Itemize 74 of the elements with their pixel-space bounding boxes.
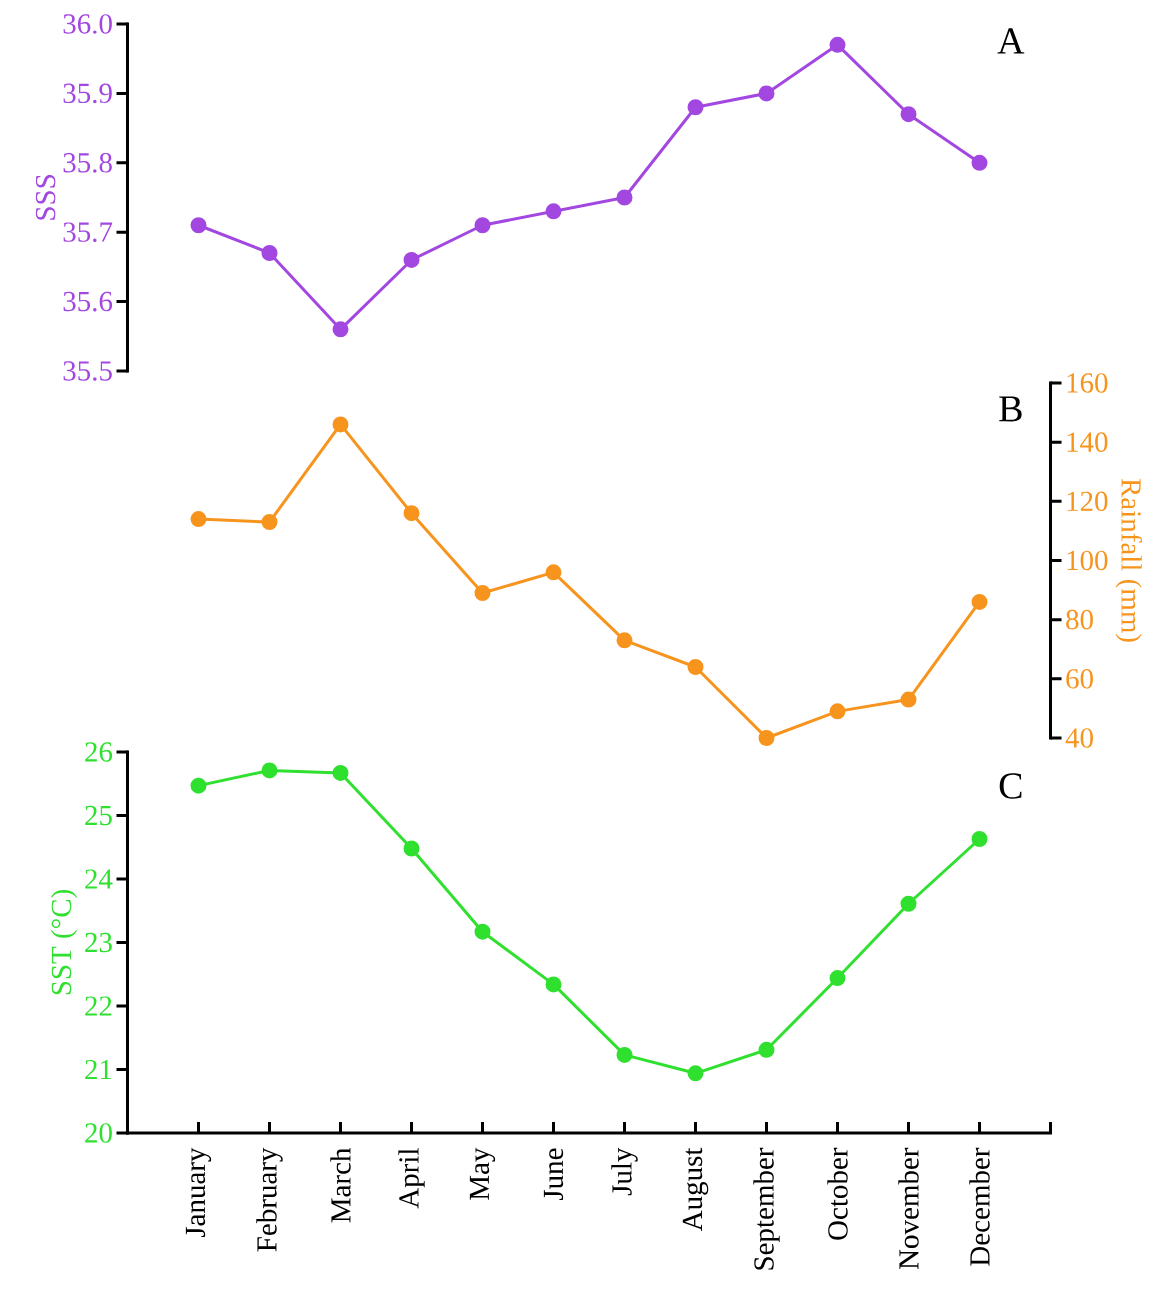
x-tick-label: February <box>256 1147 283 1252</box>
point <box>829 970 846 987</box>
y-tick-label: 80 <box>1066 609 1094 630</box>
x-tick-label: November <box>898 1147 919 1270</box>
y-tick-label: 23 <box>85 932 113 953</box>
point <box>616 1046 633 1063</box>
y-tick-label: 40 <box>1065 728 1094 748</box>
x-tick-label: October <box>827 1147 848 1240</box>
point <box>971 593 988 610</box>
chart-title: A <box>997 28 1025 54</box>
point <box>261 245 278 262</box>
point <box>332 321 349 338</box>
point <box>687 99 704 116</box>
y-tick-label: 25 <box>85 805 113 826</box>
point <box>900 691 917 708</box>
y-axis-title: Rainfall (mm) <box>1115 478 1143 642</box>
x-tick-label: July <box>611 1147 638 1196</box>
x-tick-label: May <box>470 1147 496 1200</box>
y-tick-label: 36.0 <box>63 14 113 34</box>
x-tick-label: June <box>544 1148 564 1201</box>
y-tick-label: 26 <box>85 742 113 762</box>
point <box>545 976 562 993</box>
y-tick-label: 21 <box>85 1059 112 1080</box>
point <box>474 585 491 602</box>
y-tick-label: 35.5 <box>63 361 113 381</box>
point <box>190 511 207 528</box>
point <box>261 762 278 779</box>
point <box>758 1041 775 1058</box>
point <box>474 923 491 940</box>
point <box>900 106 917 123</box>
point <box>545 203 562 220</box>
chart-title: B <box>999 396 1022 422</box>
y-tick-label: 24 <box>85 869 113 889</box>
y-tick-label: 140 <box>1067 432 1108 452</box>
y-axis-title: SST (°C) <box>51 890 78 995</box>
point <box>190 777 207 794</box>
point <box>332 416 349 433</box>
point <box>545 564 562 581</box>
point <box>474 217 491 234</box>
point <box>616 189 633 206</box>
point <box>971 830 988 847</box>
y-axis-title: SSS <box>36 175 56 220</box>
y-tick-label: 160 <box>1067 373 1108 393</box>
x-tick-label: January <box>186 1147 212 1238</box>
point <box>829 703 846 720</box>
x-tick-label: December <box>969 1147 990 1266</box>
point <box>261 514 278 531</box>
point <box>403 840 420 857</box>
point <box>829 36 846 53</box>
point <box>403 505 420 522</box>
x-tick-label: March <box>330 1147 351 1223</box>
y-tick-label: 35.9 <box>63 83 113 104</box>
y-tick-label: 20 <box>85 1123 113 1143</box>
point <box>758 729 775 746</box>
point <box>758 85 775 102</box>
point <box>403 251 420 268</box>
x-tick-label: September <box>753 1147 780 1270</box>
point <box>687 658 704 675</box>
chart-title: C <box>999 773 1022 799</box>
y-tick-label: 35.8 <box>63 152 113 173</box>
x-tick-label: August <box>683 1147 709 1232</box>
point <box>190 217 207 234</box>
point <box>616 632 633 649</box>
y-tick-label: 120 <box>1067 491 1108 512</box>
x-tick-label: April <box>398 1148 425 1209</box>
y-tick-label: 35.6 <box>63 291 113 312</box>
y-tick-label: 22 <box>85 996 112 1016</box>
point <box>332 764 349 781</box>
point <box>971 154 988 171</box>
y-tick-label: 60 <box>1066 669 1094 689</box>
y-tick-label: 35.7 <box>63 222 113 242</box>
y-tick-label: 100 <box>1067 550 1108 571</box>
point <box>687 1065 704 1082</box>
point <box>900 895 917 912</box>
